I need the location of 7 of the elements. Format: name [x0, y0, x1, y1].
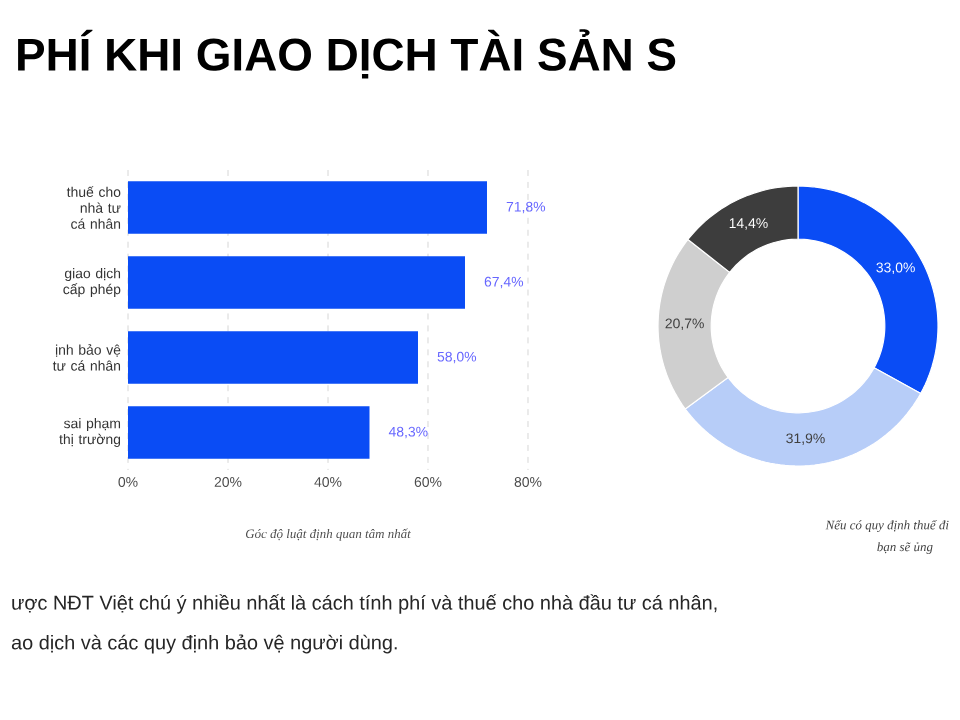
bar — [128, 406, 370, 459]
bar — [128, 256, 465, 309]
text: ao dịch và các quy định bảo vệ người dùng. — [11, 634, 397, 654]
chart-title: PHÍ KHI GIAO DỊCH TÀI SẢN S — [18, 29, 676, 79]
bar — [128, 331, 418, 384]
bar — [128, 181, 487, 234]
text: ược NĐT Việt chú ý nhiều nhất là cách tính phí và thuế cho nhà đầu tư cá nhân, — [12, 594, 717, 614]
